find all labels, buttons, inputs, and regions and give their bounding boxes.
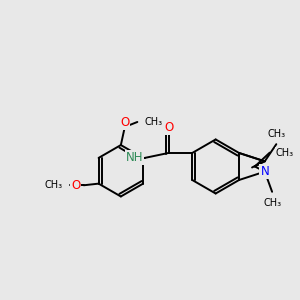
Text: CH₃: CH₃ <box>263 198 281 208</box>
Text: O: O <box>71 179 80 192</box>
Text: CH₃: CH₃ <box>44 180 63 190</box>
Text: N: N <box>260 165 269 178</box>
Text: CH₃: CH₃ <box>145 117 163 127</box>
Text: O: O <box>164 121 173 134</box>
Text: NH: NH <box>126 152 143 164</box>
Text: O: O <box>120 116 129 130</box>
Text: CH₃: CH₃ <box>276 148 294 158</box>
Text: CH₃: CH₃ <box>267 129 285 139</box>
